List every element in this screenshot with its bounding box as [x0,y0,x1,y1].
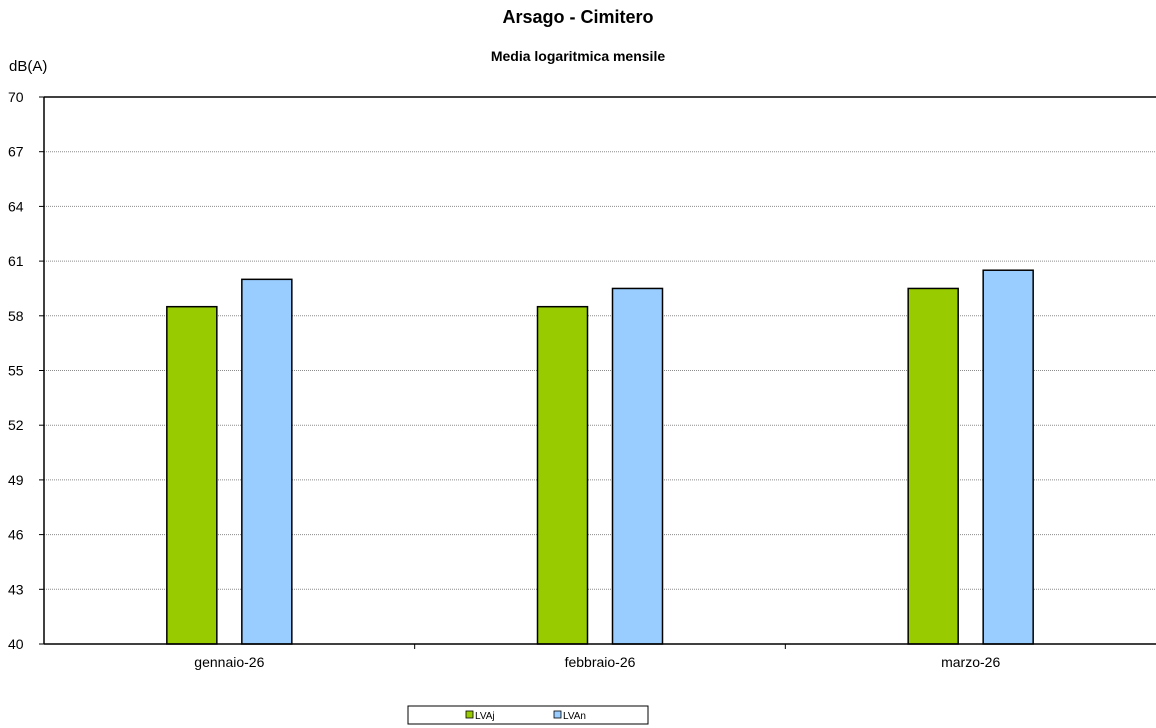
legend-label-lvaj: LVAj [475,711,495,722]
axes [39,96,1156,649]
x-tick-labels: gennaio-26 febbraio-26 marzo-26 [194,654,1000,670]
legend-swatch-lvaj [465,710,474,719]
gridlines [44,151,1156,590]
bar-lvan-marzo-26 [982,269,1034,645]
bar-lvaj-marzo-26 [907,287,959,645]
y-tick-label: 70 [8,89,24,105]
y-tick-label: 49 [8,472,24,488]
bar-lvaj-gennaio-26 [166,305,218,645]
bar-lvaj-febbraio-26 [536,305,589,645]
legend-swatch-lvan [553,710,562,719]
y-axis-unit-label: dB(A) [9,58,47,75]
y-tick-labels: 70 67 64 61 58 55 52 49 46 43 40 [8,89,24,652]
y-tick-label: 55 [8,363,24,379]
legend-label-lvan: LVAn [563,711,586,722]
y-tick-label: 40 [8,636,24,652]
y-tick-label: 43 [8,581,24,597]
bar-lvan-febbraio-26 [611,287,664,645]
chart-title: Arsago - Cimitero [502,7,653,27]
y-tick-label: 67 [8,144,24,160]
x-tick-label: gennaio-26 [194,654,264,670]
y-tick-label: 61 [8,253,24,269]
y-tick-label: 52 [8,417,24,433]
bar-lvan-gennaio-26 [241,278,293,645]
legend: LVAj LVAn [407,705,649,725]
y-tick-label: 58 [8,308,24,324]
legend-box [407,705,649,725]
bars [166,269,1034,645]
x-tick-label: marzo-26 [941,654,1000,670]
y-tick-label: 64 [8,198,24,214]
chart-subtitle: Media logaritmica mensile [491,48,665,64]
x-tick-label: febbraio-26 [565,654,636,670]
y-tick-label: 46 [8,527,24,543]
